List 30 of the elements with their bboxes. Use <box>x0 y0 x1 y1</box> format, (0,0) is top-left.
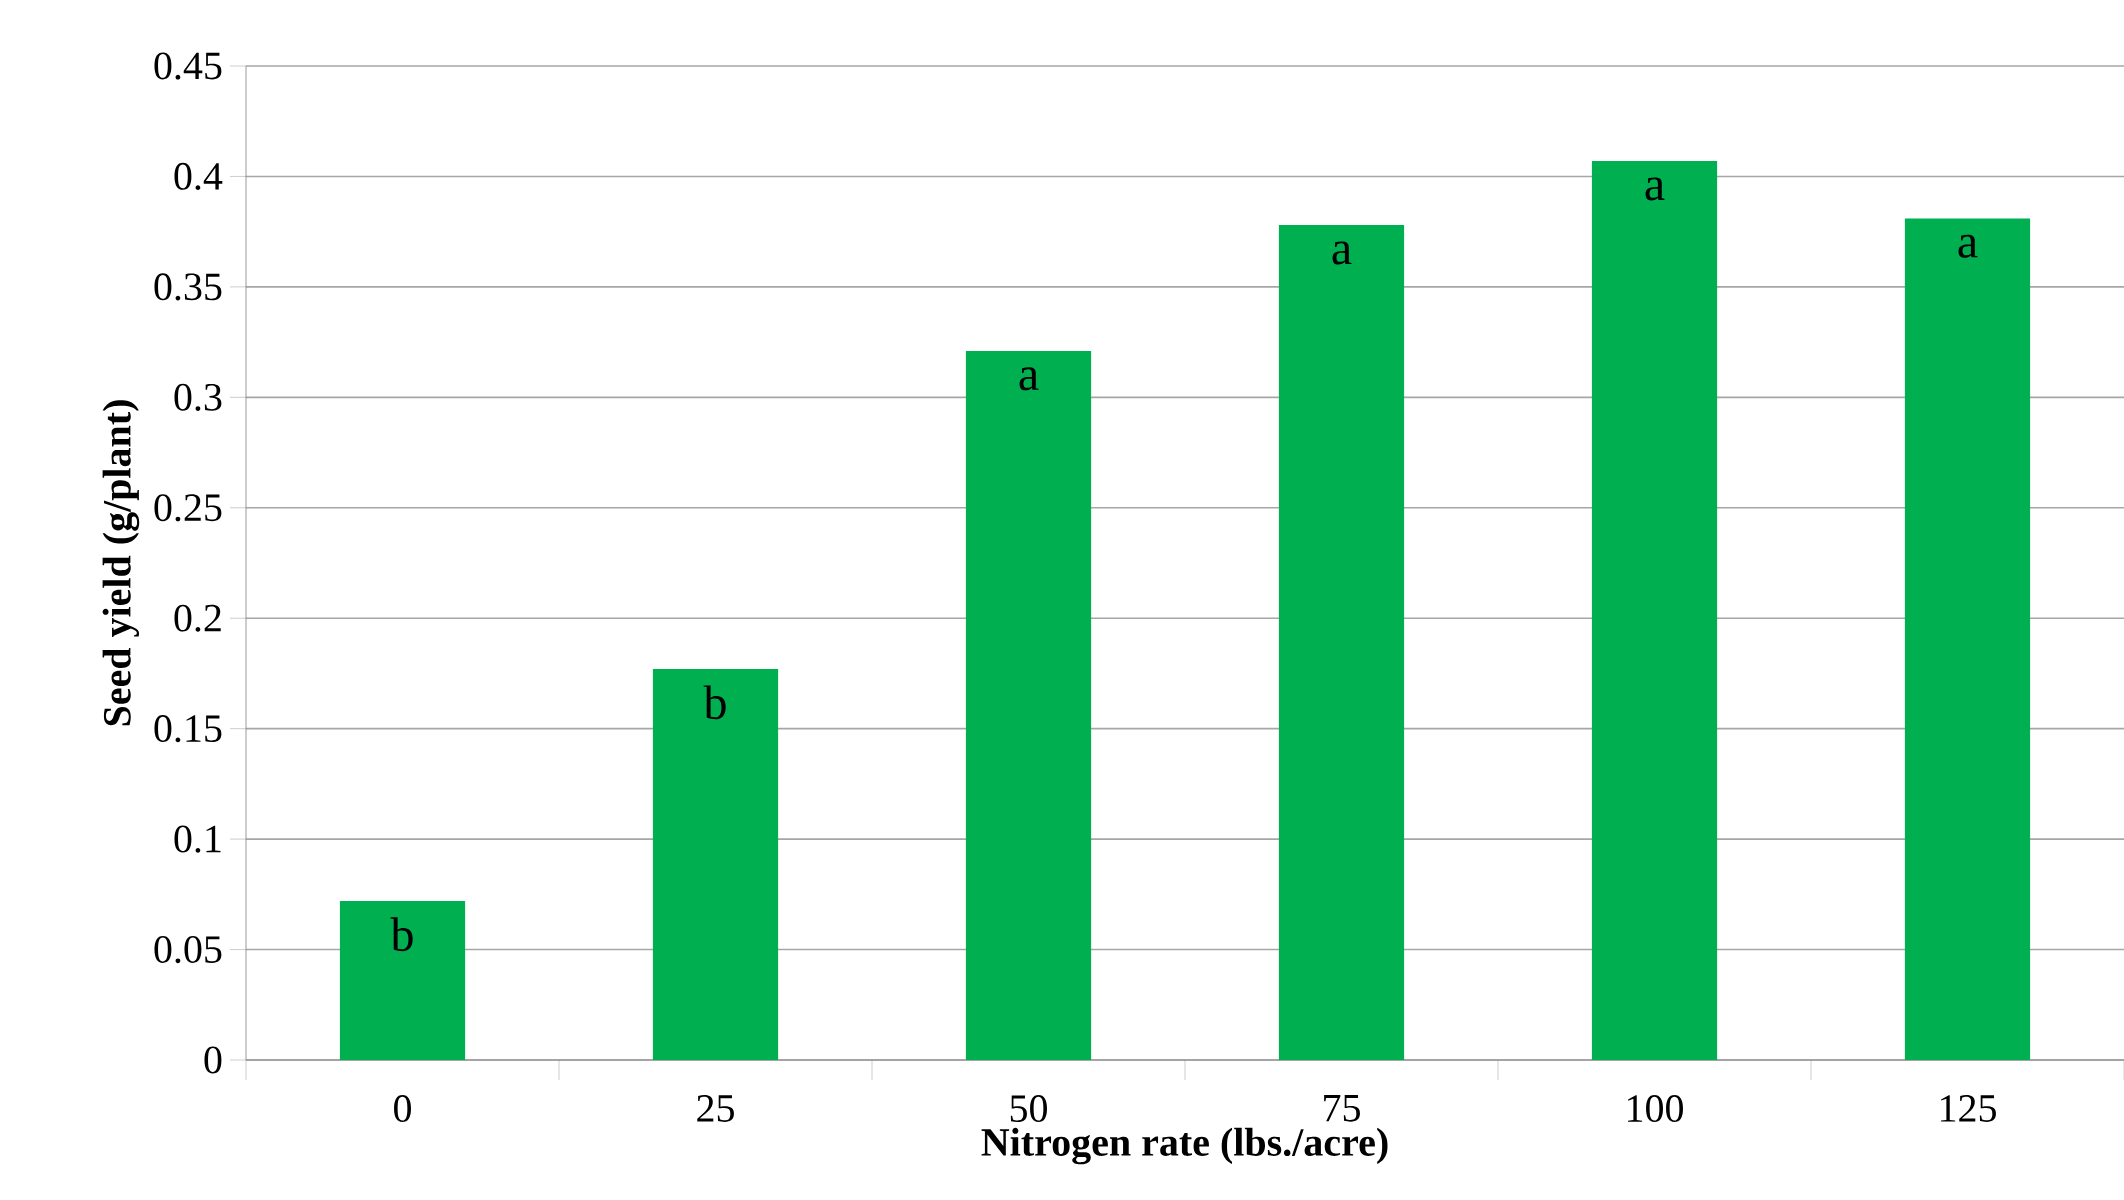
annotation: b <box>390 917 413 952</box>
y-tick-label: 0.15 <box>154 715 222 743</box>
annotation: a <box>1958 234 1978 258</box>
x-tick-label: 75 <box>1324 1095 1360 1122</box>
y-tick-label: 0.25 <box>154 494 222 522</box>
bar <box>1591 160 1718 1060</box>
y-axis-title: Seed yield (g/plant) <box>102 400 140 726</box>
y-tick-label: 0.35 <box>154 273 222 301</box>
y-tick-label: 0.45 <box>154 52 222 80</box>
bar <box>1278 225 1405 1060</box>
x-tick-label: 100 <box>1628 1095 1683 1123</box>
x-tick-label: 0 <box>394 1095 411 1123</box>
y-tick-label: 0.4 <box>174 162 223 191</box>
x-tick-label: 50 <box>1010 1095 1047 1123</box>
bar <box>652 669 779 1060</box>
y-tick-label: 0.1 <box>174 825 221 853</box>
y-tick-label: 0.2 <box>174 604 221 632</box>
bar <box>965 350 1092 1060</box>
y-tick-label: 0.3 <box>174 383 222 411</box>
x-tick-label: 125 <box>1941 1095 1996 1122</box>
x-tick-label: 25 <box>697 1095 734 1122</box>
annotation: a <box>1332 241 1352 265</box>
annotation: b <box>703 685 726 720</box>
bar <box>339 900 466 1060</box>
x-axis-title: Nitrogen rate (lbs./acre) <box>981 1127 1388 1165</box>
annotation: a <box>1645 177 1665 201</box>
y-tick-label: 0 <box>204 1046 222 1074</box>
annotation: a <box>1019 367 1039 391</box>
y-tick-label: 0.05 <box>154 935 222 964</box>
bar <box>1904 218 2031 1060</box>
